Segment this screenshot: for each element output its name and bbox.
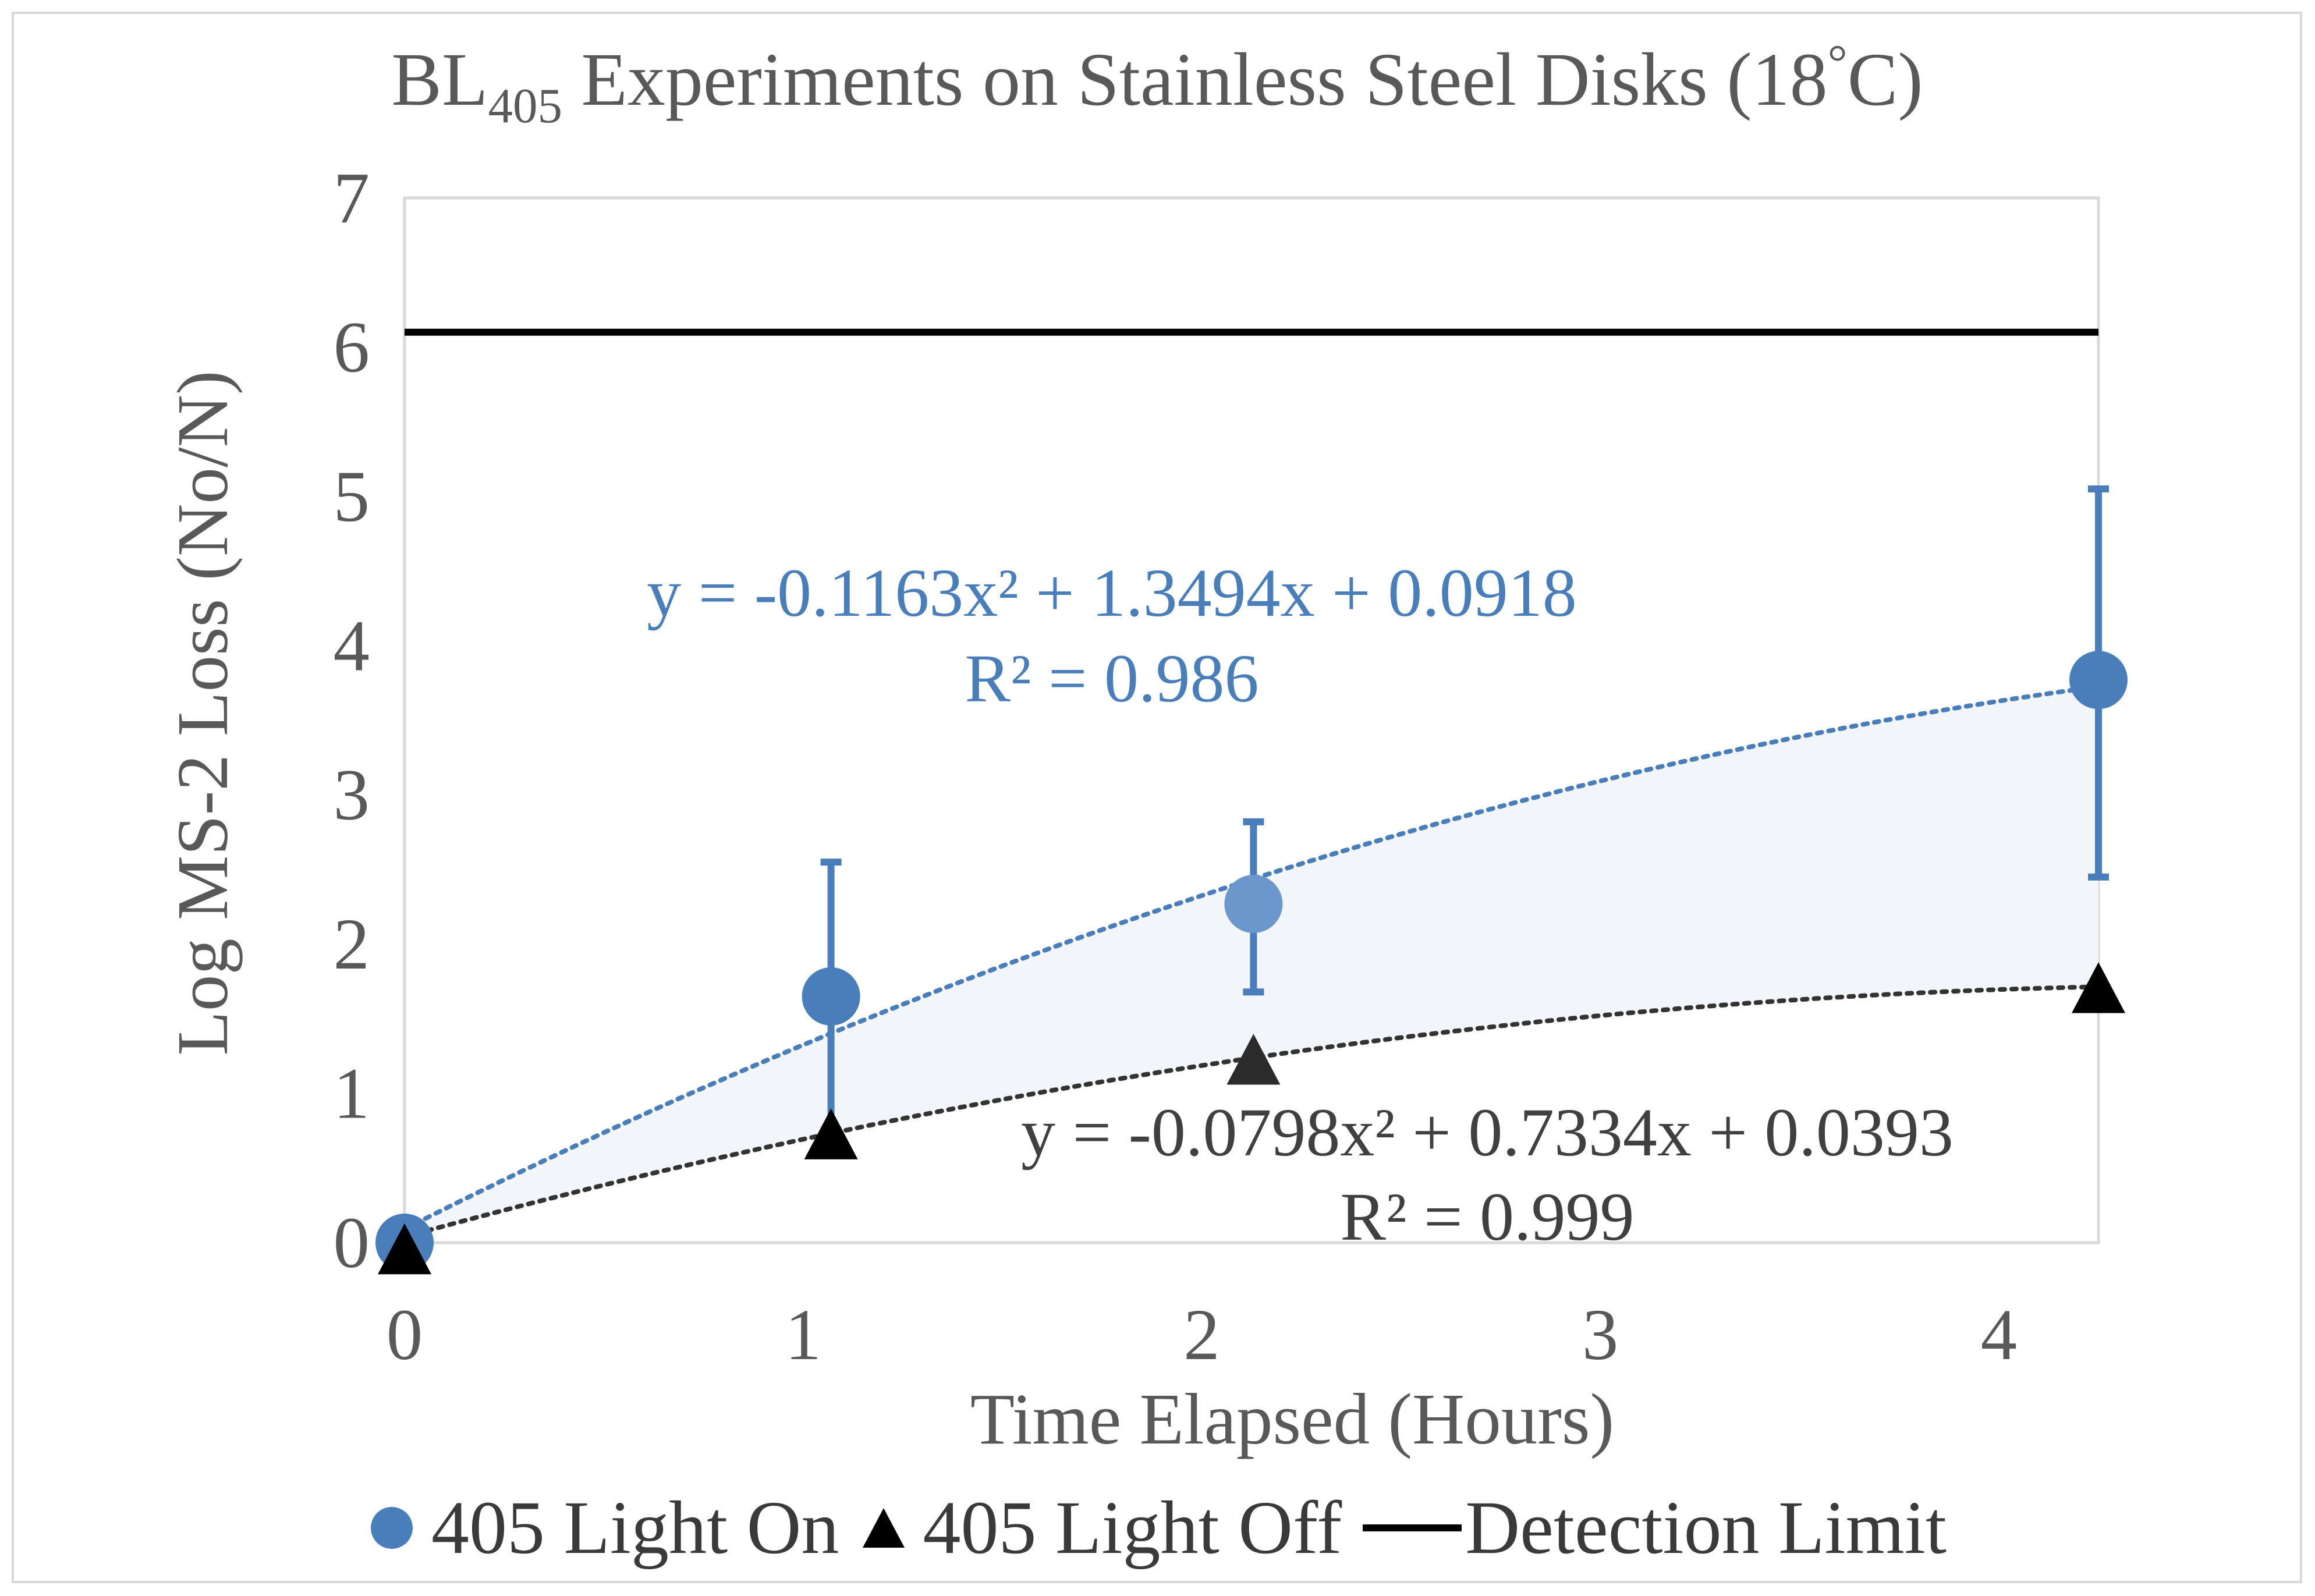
title-end: C) bbox=[1848, 38, 1923, 122]
legend: 405 Light On 405 Light Off Detection Lim… bbox=[0, 1484, 2315, 1572]
x-tick-label: 4 bbox=[1981, 1295, 2018, 1375]
y-tick-label: 2 bbox=[334, 905, 370, 985]
y-axis-ticks: 0 1 2 3 4 5 6 7 bbox=[334, 158, 370, 1283]
line-marker-icon bbox=[1363, 1524, 1462, 1531]
chart-frame bbox=[12, 12, 2302, 1583]
x-axis-ticks: 0 1 2 3 4 bbox=[387, 1295, 2017, 1375]
y-tick-label: 7 bbox=[334, 158, 370, 239]
y-axis-label: Log MS-2 Loss (No/N) bbox=[163, 370, 243, 1055]
data-point-light-off bbox=[2072, 962, 2125, 1013]
title-rest: Experiments on Stainless Steel Disks (18 bbox=[562, 38, 1828, 122]
x-tick-label: 3 bbox=[1582, 1295, 1619, 1375]
legend-label-light-off: 405 Light Off bbox=[923, 1486, 1342, 1570]
data-point-light-on bbox=[2069, 651, 2128, 710]
x-tick-label: 1 bbox=[785, 1295, 821, 1375]
x-axis-label: Time Elapsed (Hours) bbox=[970, 1379, 1614, 1460]
legend-item-light-on: 405 Light On bbox=[368, 1484, 839, 1572]
chart-title: BL405 Experiments on Stainless Steel Dis… bbox=[391, 35, 1923, 133]
series-light-off bbox=[378, 962, 2125, 1275]
data-point-light-off bbox=[804, 1108, 858, 1159]
title-degree: ° bbox=[1828, 35, 1848, 90]
r-squared-light-off: R² = 0.999 bbox=[1340, 1179, 1634, 1255]
y-tick-label: 4 bbox=[334, 606, 370, 686]
trendline-light-on bbox=[402, 684, 2101, 1232]
x-tick-label: 0 bbox=[387, 1295, 423, 1375]
data-point-light-off bbox=[1226, 1034, 1281, 1085]
equation-light-off: y = -0.0798x² + 0.7334x + 0.0393 bbox=[1021, 1094, 1954, 1171]
y-tick-label: 6 bbox=[334, 307, 370, 388]
y-tick-label: 0 bbox=[334, 1203, 370, 1283]
title-subscript: 405 bbox=[488, 79, 562, 133]
r-squared-light-on: R² = 0.986 bbox=[965, 640, 1258, 717]
legend-item-detection-limit: Detection Limit bbox=[1363, 1484, 1947, 1572]
legend-label-light-on: 405 Light On bbox=[431, 1486, 839, 1570]
y-tick-label: 1 bbox=[334, 1054, 370, 1134]
y-tick-label: 5 bbox=[334, 457, 370, 537]
y-tick-label: 3 bbox=[334, 756, 370, 836]
plot-border bbox=[403, 196, 2100, 1244]
triangle-marker-icon bbox=[862, 1508, 905, 1548]
circle-marker-icon bbox=[370, 1507, 413, 1549]
equation-light-on: y = -0.1163x² + 1.3494x + 0.0918 bbox=[647, 555, 1576, 631]
data-point-light-on bbox=[802, 967, 860, 1026]
legend-label-detection-limit: Detection Limit bbox=[1465, 1486, 1947, 1570]
data-point-light-on bbox=[1224, 874, 1283, 933]
data-point-light-off bbox=[378, 1223, 431, 1275]
x-tick-label: 2 bbox=[1183, 1295, 1220, 1375]
legend-item-light-off: 405 Light Off bbox=[860, 1484, 1342, 1572]
plot-area bbox=[403, 196, 2100, 1244]
